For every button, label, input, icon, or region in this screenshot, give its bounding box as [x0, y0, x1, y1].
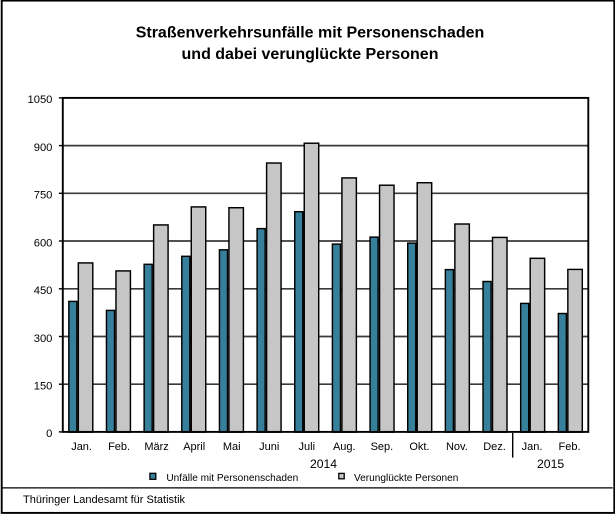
svg-text:300: 300	[34, 333, 53, 345]
svg-text:600: 600	[34, 237, 53, 249]
svg-text:Dez.: Dez.	[483, 441, 506, 453]
svg-text:900: 900	[34, 142, 53, 154]
svg-text:0: 0	[46, 428, 52, 440]
svg-text:Straßenverkehrsunfälle mit Per: Straßenverkehrsunfälle mit Personenschad…	[136, 24, 485, 41]
svg-text:Verunglückte Personen: Verunglückte Personen	[354, 473, 458, 484]
svg-text:Juni: Juni	[259, 441, 279, 453]
svg-text:1050: 1050	[28, 94, 53, 106]
svg-text:2015: 2015	[537, 457, 564, 471]
svg-text:Okt.: Okt.	[409, 441, 429, 453]
svg-text:Thüringer Landesamt für Statis: Thüringer Landesamt für Statistik	[23, 494, 186, 506]
svg-text:Juli: Juli	[299, 441, 316, 453]
svg-text:Unfälle mit Personenschaden: Unfälle mit Personenschaden	[166, 473, 298, 484]
svg-text:Jan.: Jan.	[522, 441, 543, 453]
svg-text:Mai: Mai	[223, 441, 241, 453]
svg-text:150: 150	[34, 381, 53, 393]
svg-text:2014: 2014	[310, 457, 337, 471]
svg-text:Feb.: Feb.	[108, 441, 130, 453]
svg-text:450: 450	[34, 285, 53, 297]
svg-text:und dabei verunglückte Persone: und dabei verunglückte Personen	[182, 46, 439, 63]
svg-text:April: April	[183, 441, 205, 453]
svg-text:März: März	[144, 441, 168, 453]
svg-text:750: 750	[34, 190, 53, 202]
svg-text:Feb.: Feb.	[558, 441, 580, 453]
svg-text:Sep.: Sep.	[371, 441, 394, 453]
svg-text:Jan.: Jan.	[71, 441, 92, 453]
svg-text:Nov.: Nov.	[446, 441, 468, 453]
svg-text:Aug.: Aug.	[333, 441, 356, 453]
